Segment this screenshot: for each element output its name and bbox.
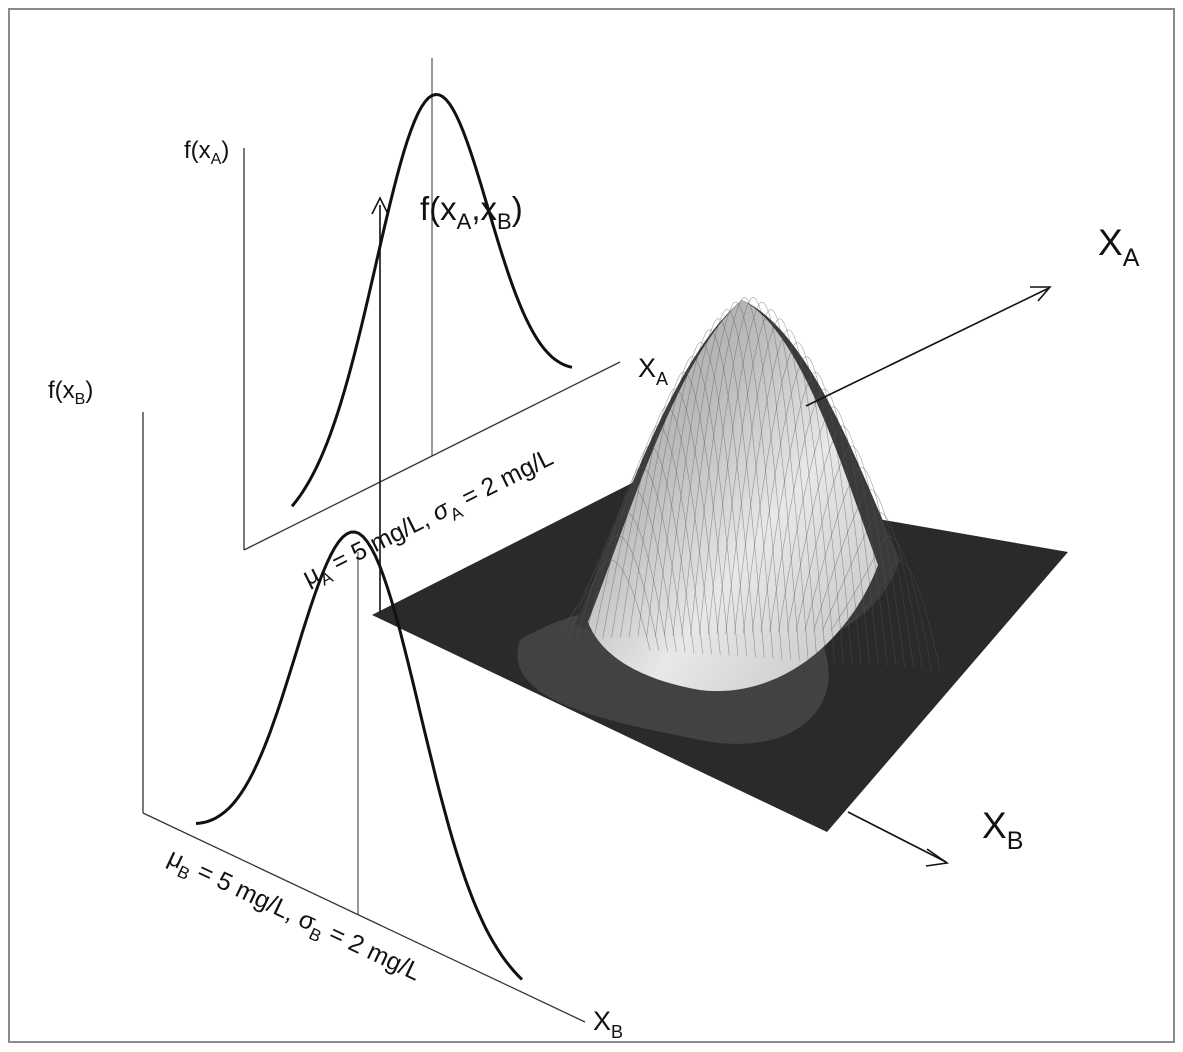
marginal-b-ylabel: f(xB) — [48, 377, 93, 408]
marginal-a-ylabel: f(xA) — [184, 137, 229, 168]
